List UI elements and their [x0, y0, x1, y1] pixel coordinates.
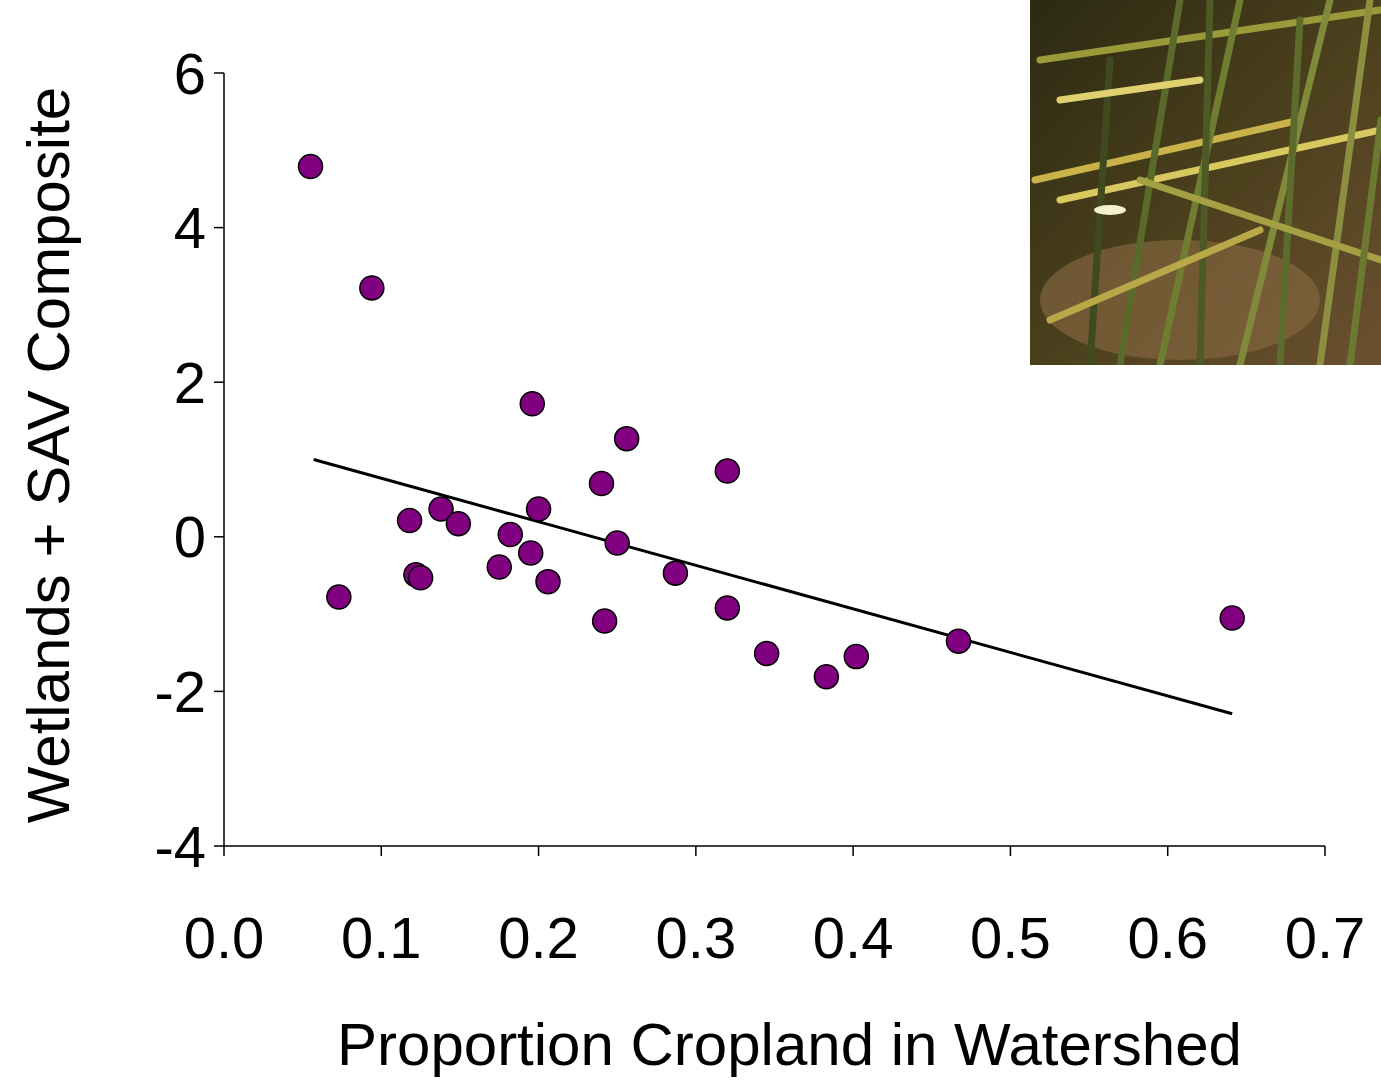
x-tick — [852, 846, 854, 856]
photo-blade — [1280, 20, 1300, 365]
photo-inset — [1030, 0, 1381, 365]
photo-blade — [1350, 120, 1381, 365]
photo-blade — [1060, 80, 1200, 100]
photo-blade — [1200, 0, 1210, 365]
y-axis-line — [223, 73, 225, 846]
x-tick-label: 0.6 — [1127, 905, 1208, 970]
y-tick-label: 2 — [174, 350, 206, 415]
data-point — [589, 471, 613, 495]
x-tick-label: 0.4 — [813, 905, 894, 970]
chart: -4 -2 0 2 4 6 0.0 0.1 0.2 0.3 0.4 0.5 0.6 0.7 Proporti… — [0, 0, 1381, 1087]
y-tick — [214, 536, 224, 538]
photo-blade — [1140, 180, 1381, 260]
photo-blade — [1320, 0, 1370, 365]
x-tick — [223, 846, 225, 856]
photo-background — [1030, 0, 1381, 365]
data-point — [409, 566, 433, 590]
x-tick — [1010, 846, 1012, 856]
data-point — [520, 392, 544, 416]
data-point — [615, 427, 639, 451]
photo-blade — [1160, 0, 1240, 365]
data-point — [715, 459, 739, 483]
x-tick — [381, 846, 383, 856]
y-tick — [214, 72, 224, 74]
x-axis-title: Proportion Cropland in Watershed — [337, 1011, 1242, 1078]
y-tick — [214, 381, 224, 383]
photo-blade — [1050, 230, 1260, 320]
x-tick-label: 0.7 — [1285, 905, 1366, 970]
data-point — [844, 645, 868, 669]
x-tick — [695, 846, 697, 856]
photo-highlight — [1094, 205, 1126, 215]
data-point — [527, 497, 551, 521]
plot-area — [299, 155, 1245, 714]
data-point — [327, 585, 351, 609]
data-point — [498, 522, 522, 546]
x-tick-label: 0.2 — [498, 905, 579, 970]
data-point — [593, 609, 617, 633]
y-tick — [214, 691, 224, 693]
data-point — [814, 665, 838, 689]
x-tick-label: 0.1 — [341, 905, 422, 970]
y-tick-label: 0 — [174, 504, 206, 569]
x-tick-label: 0.3 — [656, 905, 737, 970]
x-axis-line — [224, 845, 1325, 847]
y-tick-label: -2 — [154, 659, 206, 724]
x-tick — [1324, 846, 1326, 856]
data-point — [536, 570, 560, 594]
y-tick — [214, 845, 224, 847]
data-point — [398, 509, 422, 533]
data-point — [519, 541, 543, 565]
data-point — [299, 155, 323, 179]
data-point — [605, 531, 629, 555]
photo-blade — [1035, 120, 1300, 180]
data-point — [947, 629, 971, 653]
data-point — [446, 512, 470, 536]
photo-blade — [1240, 0, 1330, 365]
x-tick-label: 0.5 — [970, 905, 1051, 970]
x-tick — [538, 846, 540, 856]
data-point — [663, 561, 687, 585]
data-point — [715, 596, 739, 620]
data-point — [755, 642, 779, 666]
data-point — [360, 276, 384, 300]
x-tick-label: 0.0 — [184, 905, 265, 970]
y-tick — [214, 227, 224, 229]
x-tick — [1167, 846, 1169, 856]
y-tick-label: -4 — [154, 814, 206, 879]
y-tick-label: 6 — [174, 41, 206, 106]
y-tick-label: 4 — [174, 195, 206, 260]
y-axis-title: Wetlands + SAV Composite — [15, 87, 82, 823]
data-point — [487, 555, 511, 579]
data-point — [1220, 606, 1244, 630]
trend-line — [314, 460, 1233, 714]
